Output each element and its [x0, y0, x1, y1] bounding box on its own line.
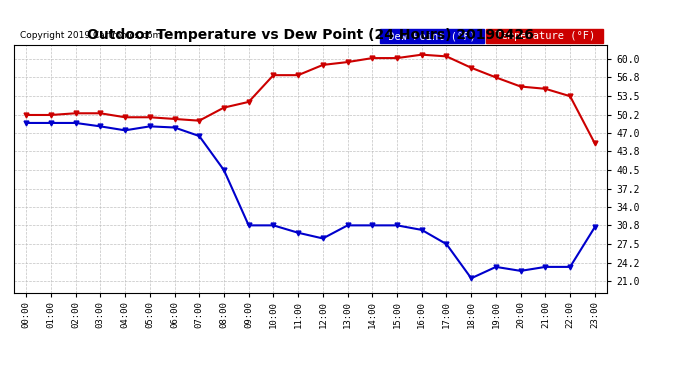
Text: Copyright 2019 Cartronics.com: Copyright 2019 Cartronics.com: [20, 32, 161, 40]
Text: Dew Point (°F): Dew Point (°F): [382, 32, 482, 41]
Title: Outdoor Temperature vs Dew Point (24 Hours) 20190426: Outdoor Temperature vs Dew Point (24 Hou…: [87, 28, 534, 42]
Text: Temperature (°F): Temperature (°F): [489, 32, 601, 41]
